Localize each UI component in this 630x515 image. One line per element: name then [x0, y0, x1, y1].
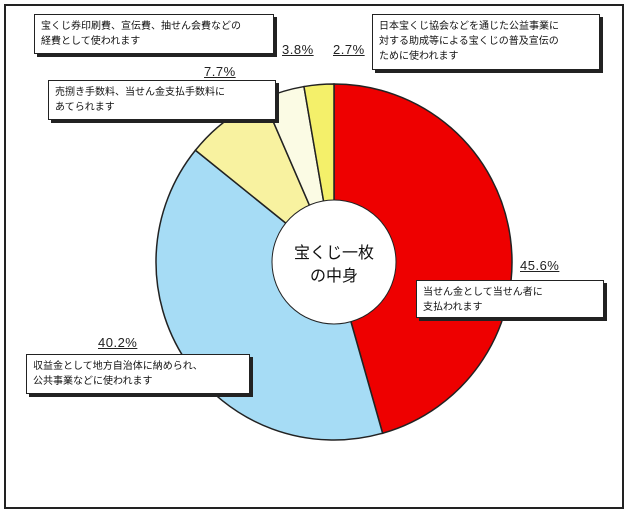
callout-revenue: 収益金として地方自治体に納められ、 公共事業などに使われます	[26, 354, 250, 394]
callout-prize-line-2: 支払われます	[423, 302, 483, 313]
callout-commission-line-2: あてられます	[55, 102, 115, 113]
callout-expenses-line-1: 宝くじ券印刷費、宣伝費、抽せん会費などの	[41, 21, 241, 32]
callout-revenue-line-2: 公共事業などに使われます	[33, 376, 153, 387]
slice-label-3-8: 3.8%	[282, 42, 314, 57]
callout-expenses-line-2: 経費として使われます	[41, 36, 141, 47]
callout-public-works-line-1: 日本宝くじ協会などを通じた公益事業に	[379, 21, 559, 32]
callout-public-works-line-3: ために使われます	[379, 51, 459, 62]
pie-slice-0	[333, 83, 513, 435]
callout-prize-line-1: 当せん金として当せん者に	[423, 287, 543, 298]
slice-label-2-7: 2.7%	[333, 42, 365, 57]
callout-public-works-line-2: 対する助成等による宝くじの普及宣伝の	[379, 36, 559, 47]
callout-expenses: 宝くじ券印刷費、宣伝費、抽せん会費などの 経費として使われます	[34, 14, 274, 54]
slice-label-7-7: 7.7%	[204, 64, 236, 79]
callout-public-works: 日本宝くじ協会などを通じた公益事業に 対する助成等による宝くじの普及宣伝の ため…	[372, 14, 600, 70]
callout-prize: 当せん金として当せん者に 支払われます	[416, 280, 604, 318]
center-label-line-2: の中身	[310, 266, 358, 285]
slice-label-45-6: 45.6%	[520, 258, 560, 273]
slice-label-40-2: 40.2%	[98, 335, 138, 350]
callout-revenue-line-1: 収益金として地方自治体に納められ、	[33, 361, 203, 372]
callout-commission-line-1: 売捌き手数料、当せん金支払手数料に	[55, 87, 225, 98]
center-label-line-1: 宝くじ一枚	[294, 243, 374, 262]
callout-commission: 売捌き手数料、当せん金支払手数料に あてられます	[48, 80, 276, 120]
center-hole	[271, 199, 397, 325]
